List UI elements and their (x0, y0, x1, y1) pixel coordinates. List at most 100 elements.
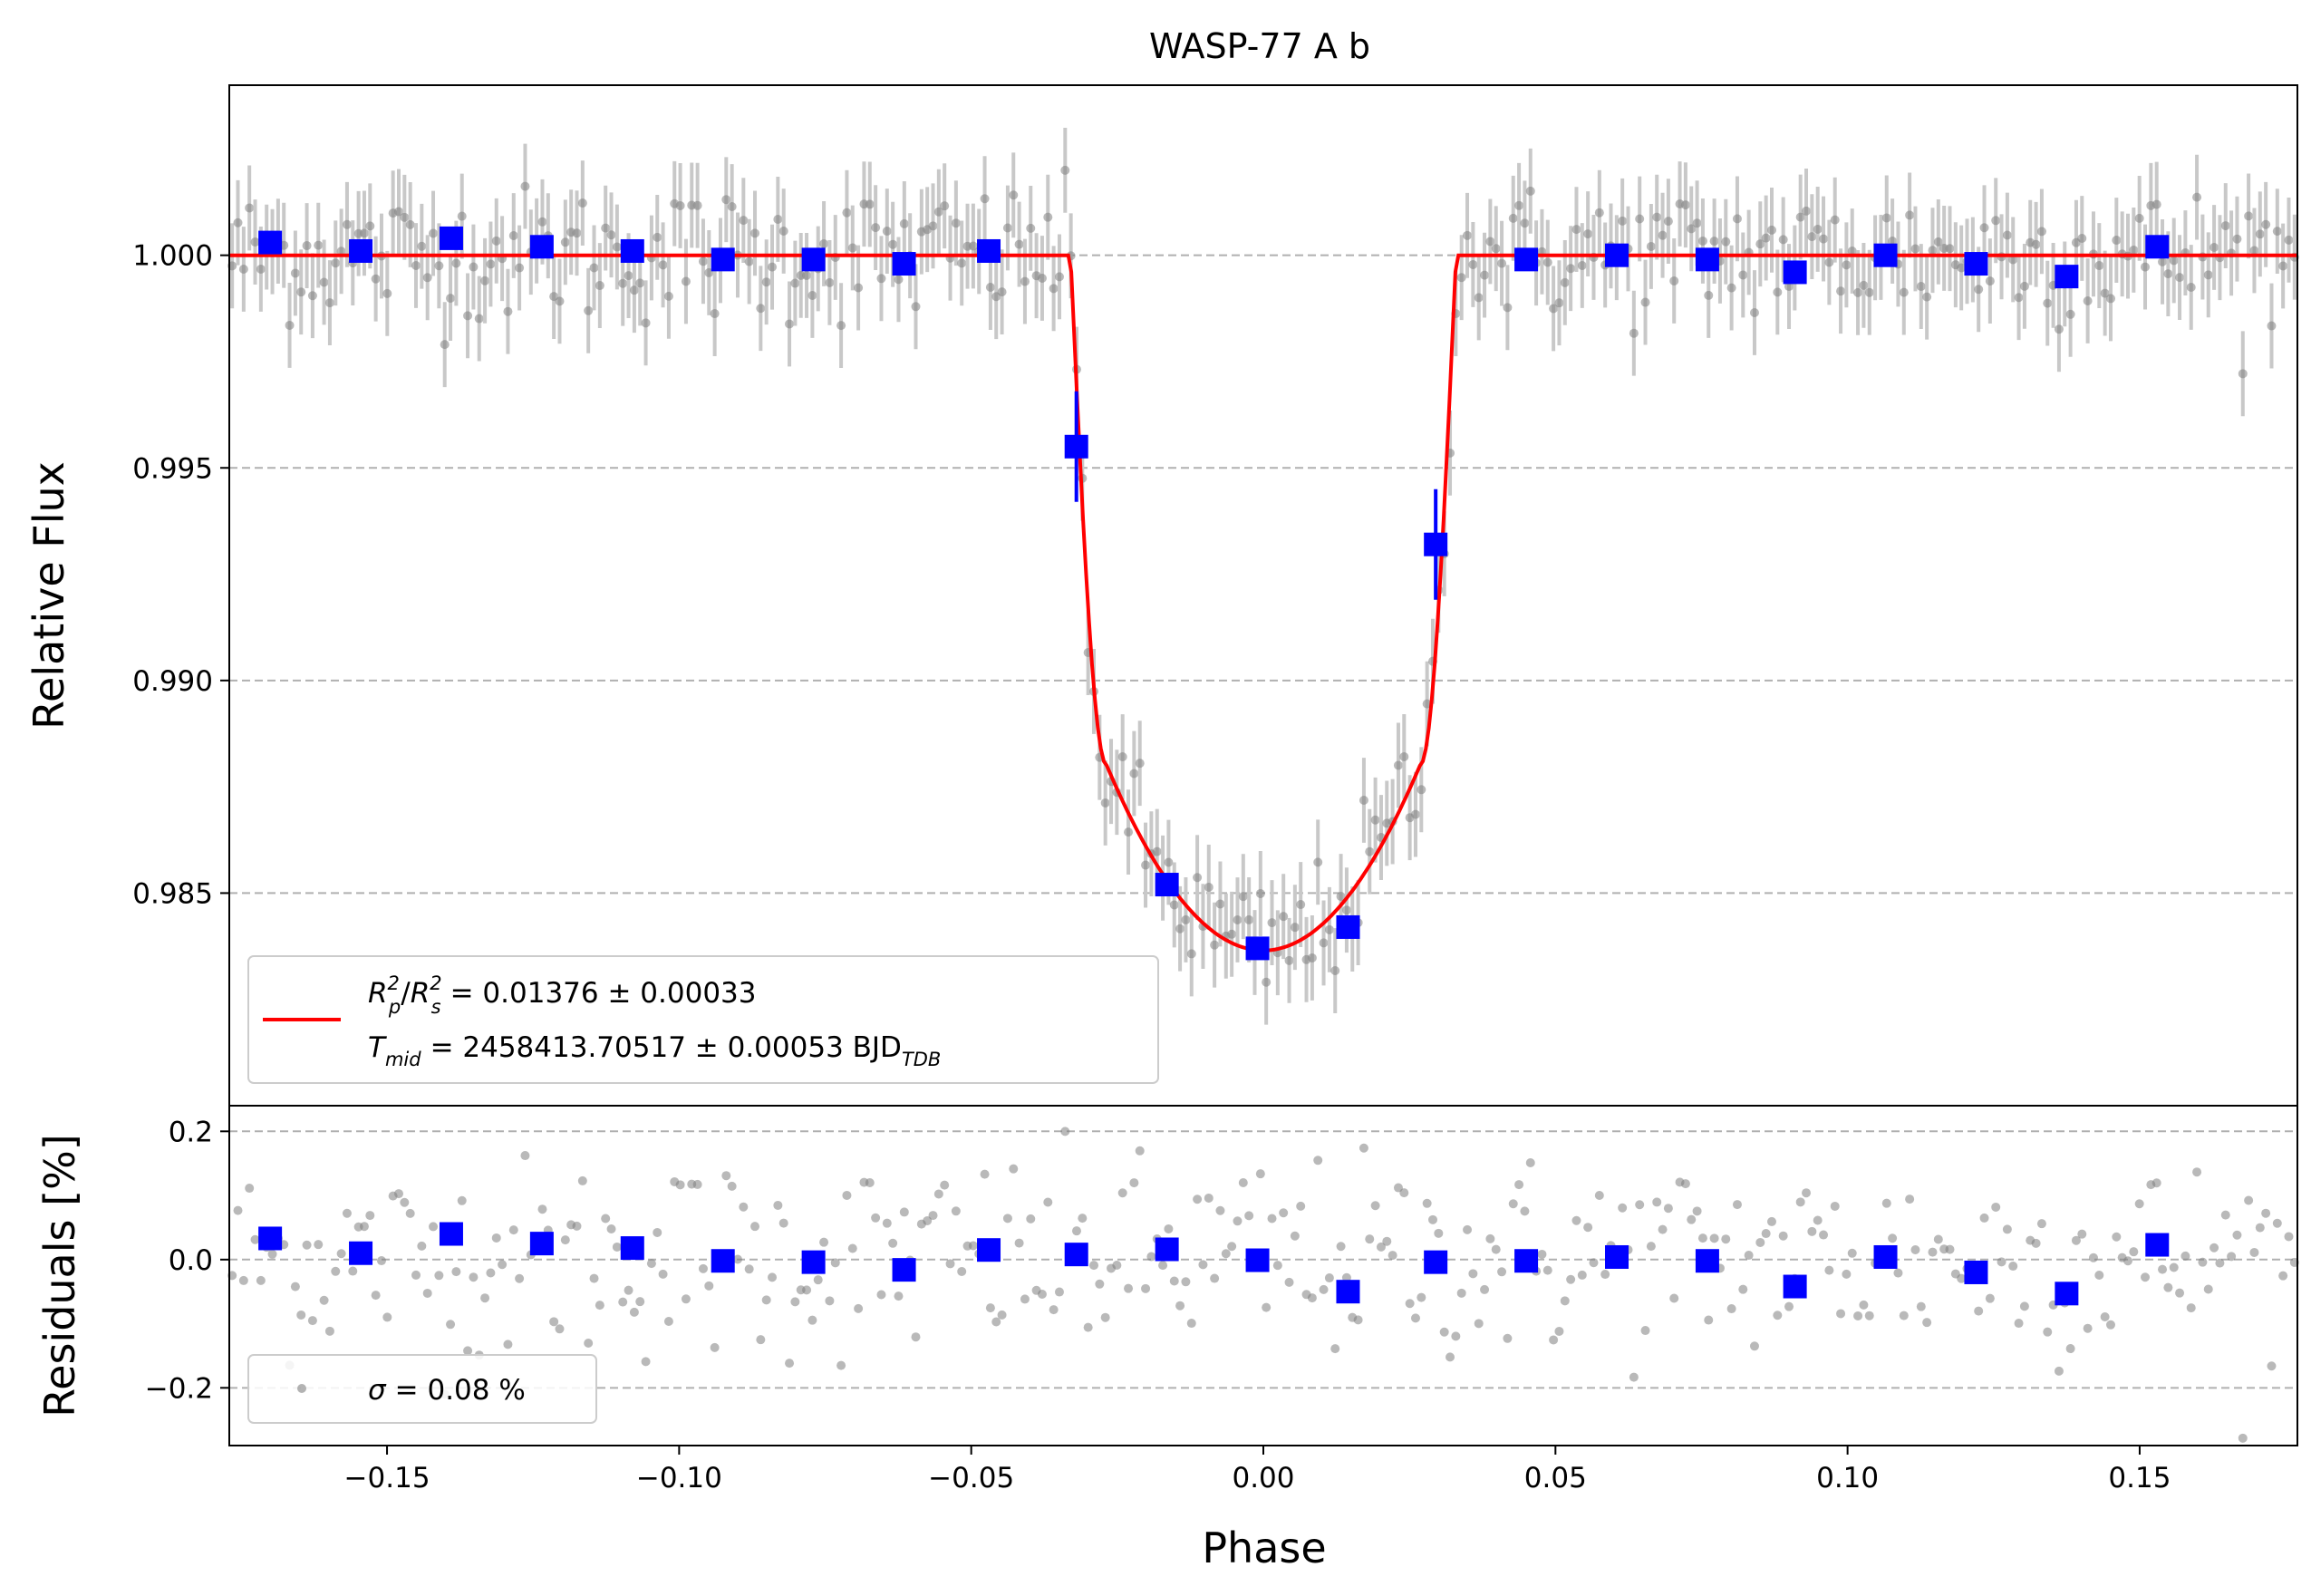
raw-residual-point (1049, 1305, 1059, 1315)
raw-residual-point (1117, 1188, 1127, 1198)
raw-flux-point (727, 202, 737, 212)
raw-flux-point (1784, 282, 1794, 292)
raw-residual-point (1680, 1179, 1690, 1189)
raw-residual-point (1009, 1164, 1019, 1174)
raw-flux-point (434, 261, 444, 271)
raw-flux-point (2129, 245, 2139, 255)
residual-legend: σ = 0.08 % (247, 1354, 597, 1424)
raw-residual-point (1905, 1195, 1915, 1204)
raw-flux-point (957, 258, 967, 268)
raw-residual-point (951, 1206, 961, 1216)
raw-flux-point (503, 306, 513, 316)
raw-residual-point (2134, 1199, 2144, 1209)
raw-residual-point (750, 1222, 760, 1232)
raw-residual-point (1888, 1233, 1898, 1243)
raw-flux-point (1692, 218, 1702, 228)
raw-flux-point (1738, 270, 1748, 280)
raw-residual-point (451, 1267, 461, 1277)
raw-flux-point (1049, 284, 1059, 294)
binned-flux-point (1605, 243, 1629, 267)
raw-flux-point (1687, 224, 1697, 234)
raw-residual-point (1600, 1270, 1610, 1280)
raw-residual-point (1365, 1234, 1375, 1244)
raw-residual-point (2002, 1224, 2012, 1234)
raw-flux-point (2158, 256, 2168, 266)
raw-residual-point (498, 1260, 508, 1270)
raw-flux-point (446, 294, 456, 304)
raw-flux-point (624, 271, 633, 281)
raw-flux-point (1755, 239, 1765, 249)
raw-residual-point (1186, 1319, 1196, 1329)
raw-residual-point (1410, 1313, 1420, 1323)
raw-flux-point (2105, 294, 2115, 304)
raw-flux-point (1658, 230, 1668, 240)
raw-residual-point (825, 1296, 835, 1306)
raw-flux-point (2008, 255, 2018, 265)
raw-flux-point (2186, 282, 2196, 292)
raw-flux-point (1859, 280, 1869, 290)
x-axis-label: Phase (1202, 1523, 1326, 1572)
binned-residual-point (1514, 1249, 1539, 1273)
raw-flux-point (1480, 270, 1490, 280)
raw-residual-point (446, 1320, 456, 1330)
raw-residual-point (371, 1291, 381, 1301)
raw-residual-point (1014, 1238, 1024, 1248)
raw-residual-point (663, 1317, 673, 1327)
raw-flux-point (750, 228, 760, 238)
raw-flux-point (1124, 827, 1134, 837)
raw-residual-point (928, 1211, 938, 1221)
raw-flux-point (1463, 230, 1473, 240)
raw-flux-point (1957, 263, 1967, 273)
raw-residual-point (2261, 1208, 2271, 1218)
raw-residual-point (830, 1258, 840, 1268)
raw-residual-point (2019, 1301, 2029, 1311)
raw-residual-point (577, 1175, 587, 1185)
raw-flux-point (629, 285, 639, 295)
raw-flux-point (1761, 233, 1771, 243)
legend-sigma-value: = 0.08 % (395, 1374, 526, 1407)
raw-flux-point (1646, 241, 1656, 251)
legend-rs-sup: 2 (430, 972, 441, 994)
raw-flux-point (951, 218, 961, 228)
raw-residual-point (1881, 1198, 1891, 1208)
raw-flux-point (307, 291, 317, 301)
raw-residual-point (2083, 1323, 2093, 1333)
legend-tmid-line: Tmid = 2458413.70517 ± 0.00053 BJDTDB (368, 1031, 941, 1070)
raw-residual-point (739, 1202, 749, 1212)
raw-flux-point (761, 277, 771, 287)
raw-flux-point (899, 218, 909, 228)
raw-flux-point (1830, 215, 1840, 225)
raw-flux-point (940, 201, 950, 211)
raw-flux-point (768, 262, 778, 272)
raw-residual-point (1210, 1273, 1220, 1283)
raw-residual-point (957, 1266, 967, 1276)
raw-flux-point (778, 226, 788, 236)
residual-y-ticks: −0.2 0.0 0.2 (145, 1116, 229, 1405)
raw-residual-point (250, 1234, 260, 1244)
raw-flux-point (2112, 236, 2122, 246)
raw-residual-point (319, 1295, 329, 1305)
legend-tmid-value: = 2458413.70517 ± 0.00053 BJD (430, 1031, 902, 1064)
raw-residual-point (1227, 1242, 1237, 1252)
raw-residual-point (1463, 1224, 1473, 1234)
raw-flux-point (474, 314, 484, 324)
binned-flux-point (1873, 243, 1898, 267)
raw-residual-point (1732, 1200, 1742, 1210)
raw-residual-point (1945, 1244, 1955, 1254)
binned-residual-point (711, 1249, 735, 1273)
legend-tmid-symbol: T (368, 1031, 387, 1064)
raw-residual-point (968, 1241, 978, 1251)
raw-residual-point (1669, 1293, 1679, 1303)
raw-residual-point (2198, 1257, 2208, 1267)
raw-flux-point (1141, 860, 1151, 870)
binned-flux-point (2055, 265, 2079, 289)
raw-residual-point (1135, 1146, 1145, 1156)
raw-flux-point (1704, 290, 1714, 300)
raw-residual-point (245, 1184, 255, 1194)
raw-flux-point (1002, 223, 1012, 233)
raw-residual-point (2220, 1210, 2230, 1220)
raw-residual-point (635, 1297, 645, 1307)
raw-flux-point (681, 276, 691, 286)
raw-residual-point (1773, 1311, 1783, 1320)
